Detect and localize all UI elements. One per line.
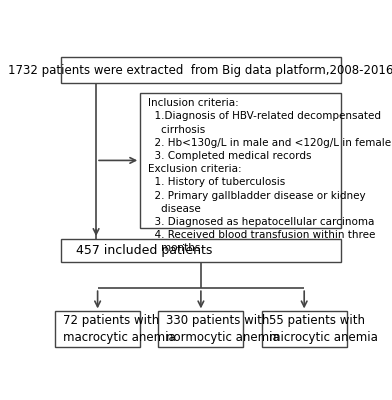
FancyBboxPatch shape [61,57,341,84]
Text: 457 included patients: 457 included patients [76,244,213,257]
FancyBboxPatch shape [61,239,341,262]
Text: 72 patients with
macrocytic anemia: 72 patients with macrocytic anemia [63,314,176,344]
Text: Inclusion criteria:
  1.Diagnosis of HBV-related decompensated
    cirrhosis
  2: Inclusion criteria: 1.Diagnosis of HBV-r… [148,98,391,254]
FancyBboxPatch shape [55,311,140,347]
Text: 330 patients with
normocytic anemia: 330 patients with normocytic anemia [166,314,280,344]
FancyBboxPatch shape [158,311,243,347]
FancyBboxPatch shape [140,93,341,228]
FancyBboxPatch shape [261,311,347,347]
Text: 55 patients with
microcytic anemia: 55 patients with microcytic anemia [269,314,378,344]
Text: 1732 patients were extracted  from Big data platform,2008-2016: 1732 patients were extracted from Big da… [8,64,392,77]
